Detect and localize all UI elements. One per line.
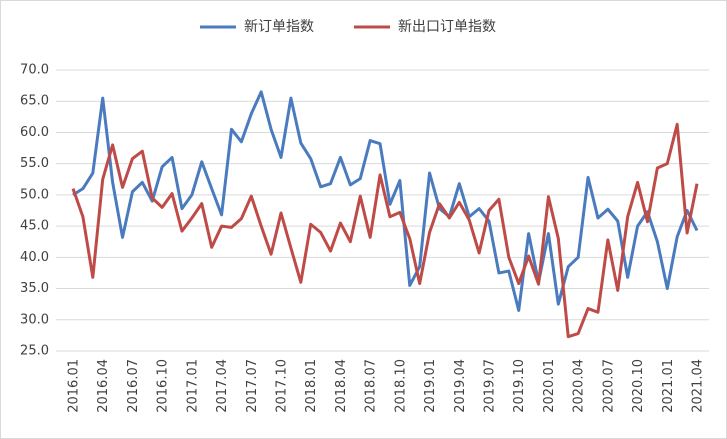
x-tick-label: 2016.10 [156,359,171,413]
y-tick-label: 45.0 [20,219,49,234]
x-tick-label: 2017.01 [185,359,200,413]
x-tick-label: 2019.04 [453,359,468,413]
x-tick-label: 2020.07 [601,359,616,413]
series-line [71,122,699,339]
x-tick-label: 2016.07 [126,359,141,413]
x-tick-label: 2020.10 [631,359,646,413]
y-tick-label: 30.0 [20,312,49,327]
y-tick-label: 60.0 [20,125,49,140]
y-tick-label: 55.0 [20,156,49,171]
x-tick-label: 2018.04 [334,359,349,413]
x-tick-label: 2018.07 [364,359,379,413]
x-tick-label: 2017.07 [245,359,260,413]
x-tick-label: 2018.01 [304,359,319,413]
legend: 新订单指数 新出口订单指数 [200,19,496,35]
x-tick-label: 2021.04 [691,359,706,413]
y-tick-label: 25.0 [20,344,49,359]
x-tick-label: 2019.07 [483,359,498,413]
y-tick-label: 65.0 [20,94,49,109]
y-tick-label: 50.0 [20,187,49,202]
x-tick-label: 2017.10 [275,359,290,413]
x-tick-label: 2018.10 [393,359,408,413]
legend-label: 新订单指数 [244,19,314,35]
x-tick-label: 2019.10 [512,359,527,413]
x-tick-label: 2021.01 [661,359,676,413]
x-tick-label: 2020.01 [542,359,557,413]
y-tick-label: 70.0 [20,63,49,78]
x-tick-label: 2016.04 [96,359,111,413]
series-line [72,90,699,312]
x-tick-label: 2019.01 [423,359,438,413]
x-tick-label: 2020.04 [572,359,587,413]
y-tick-label: 35.0 [20,281,49,296]
x-tick-label: 2016.01 [67,359,82,413]
x-tick-label: 2017.04 [215,359,230,413]
legend-label: 新出口订单指数 [398,19,496,35]
y-tick-label: 40.0 [20,250,49,265]
